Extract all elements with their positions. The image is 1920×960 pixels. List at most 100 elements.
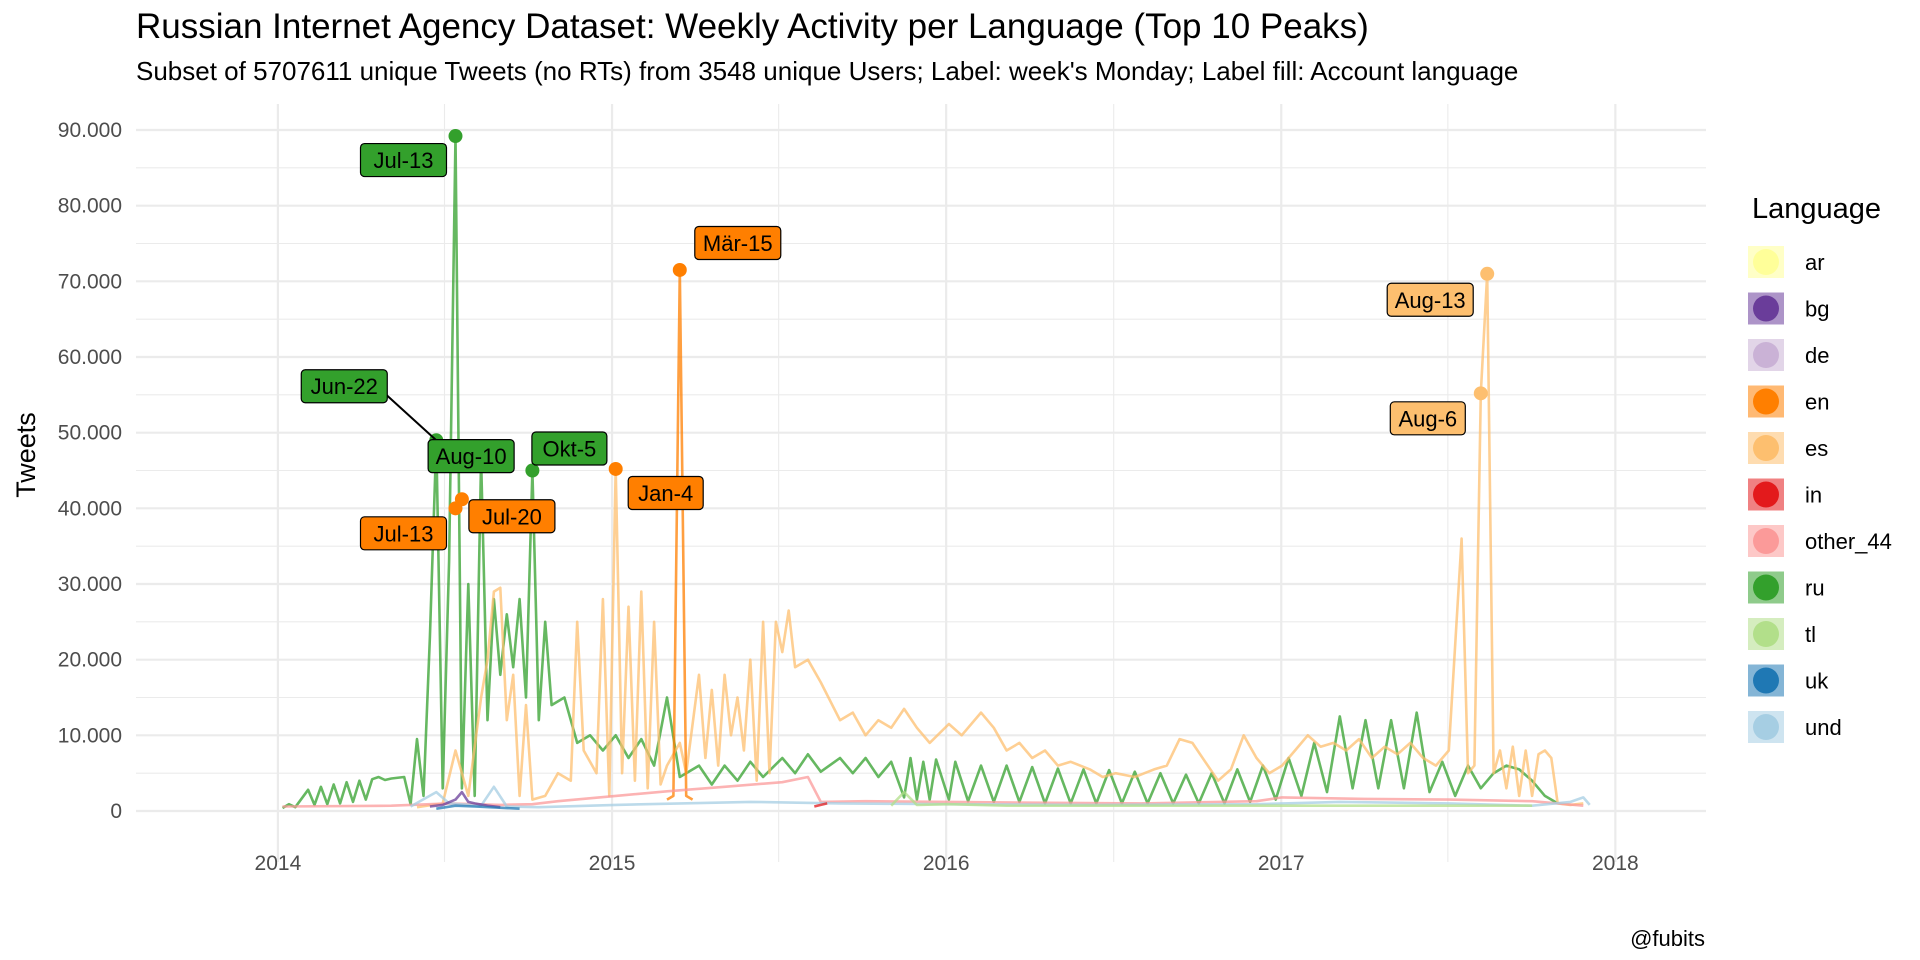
legend-key-dot	[1753, 714, 1779, 740]
legend-key-dot	[1753, 574, 1779, 601]
legend-key-dot	[1753, 528, 1779, 554]
legend-label: de	[1805, 343, 1829, 368]
peak-label-text: Jul-20	[482, 504, 542, 529]
x-axis-ticks: 2014 2015 2016 2017 2018	[255, 852, 1639, 875]
peak-label-leader	[380, 389, 437, 441]
legend-item-es: es	[1748, 432, 1828, 464]
legend-label: ru	[1805, 576, 1825, 601]
peak-marker	[608, 461, 623, 476]
legend-item-uk: uk	[1748, 664, 1829, 697]
peak-label-box	[427, 439, 515, 474]
peak-label-box	[694, 225, 782, 261]
series-line-es	[416, 272, 1584, 809]
legend-label: in	[1805, 483, 1822, 508]
legend-label: es	[1805, 436, 1828, 461]
peak-label: Jan-4	[627, 475, 704, 511]
series-line-uk	[436, 804, 520, 810]
peak-label-box	[1389, 401, 1466, 436]
peak-label-box	[627, 475, 704, 511]
x-tick-label: 2015	[589, 852, 636, 875]
chart-title: Russian Internet Agency Dataset: Weekly …	[136, 7, 1369, 46]
peak-label-box	[359, 142, 448, 178]
y-tick-label: 60.000	[58, 346, 122, 369]
peak-label-text: Okt-5	[542, 437, 596, 462]
chart-subtitle: Subset of 5707611 unique Tweets (no RTs)…	[136, 56, 1518, 86]
peak-label-box	[1386, 282, 1474, 317]
peak-label: Mär-15	[694, 225, 782, 261]
legend-item-ar: ar	[1748, 246, 1825, 278]
legend-label: tl	[1805, 622, 1816, 647]
legend-key-dot	[1753, 435, 1779, 461]
legend-label: bg	[1805, 297, 1829, 322]
peak-marker	[1473, 386, 1488, 401]
legend-label: en	[1805, 390, 1829, 415]
x-tick-label: 2017	[1258, 852, 1305, 875]
y-tick-label: 70.000	[58, 270, 122, 293]
legend-item-other_44: other_44	[1748, 525, 1892, 557]
legend-item-bg: bg	[1748, 292, 1829, 325]
legend-key-dot	[1753, 295, 1779, 322]
y-axis-title: Tweets	[11, 412, 41, 498]
peak-label-text: Aug-13	[1395, 288, 1466, 313]
legend-label: other_44	[1805, 529, 1892, 554]
legend-item-tl: tl	[1748, 618, 1816, 650]
y-tick-label: 30.000	[58, 573, 122, 596]
peak-labels: Jul-13 Mär-15 Aug-13 Aug-6 Jun-22 Aug-10 Okt-5…	[300, 142, 1474, 551]
y-tick-label: 40.000	[58, 497, 122, 520]
grid	[136, 104, 1706, 862]
peak-label-box	[531, 431, 608, 466]
legend-key-dot	[1753, 342, 1779, 368]
legend-title: Language	[1752, 193, 1881, 225]
peak-label-text: Jun-22	[311, 374, 378, 399]
legend-key-dot	[1753, 481, 1779, 508]
peak-marker	[454, 492, 469, 507]
legend-item-und: und	[1748, 711, 1842, 743]
series-line-und	[409, 785, 1591, 809]
caption: @fubits	[1630, 926, 1705, 951]
peak-label: Aug-13	[1386, 282, 1474, 317]
peak-label-box	[300, 369, 388, 404]
y-axis-ticks: 0 10.000 20.000 30.000 40.000 50.000 60.000 70.…	[58, 119, 122, 823]
peak-label: Okt-5	[531, 431, 608, 466]
peak-label: Aug-6	[1389, 401, 1466, 436]
y-tick-label: 10.000	[58, 724, 122, 747]
peak-label-box	[359, 516, 448, 551]
peak-label-text: Jan-4	[638, 481, 693, 506]
legend-key-dot	[1753, 249, 1779, 275]
legend-key-dot	[1753, 388, 1779, 415]
peak-marker	[1480, 266, 1495, 281]
peak-label-box	[468, 499, 556, 534]
series-line-bg	[429, 790, 501, 809]
y-tick-label: 80.000	[58, 195, 122, 218]
y-tick-label: 50.000	[58, 422, 122, 445]
peak-label: Jun-22	[300, 369, 388, 404]
y-tick-label: 0	[110, 800, 122, 823]
peak-label-text: Mär-15	[703, 231, 773, 256]
legend-label: ar	[1805, 250, 1825, 275]
legend-item-in: in	[1748, 478, 1822, 511]
legend-item-de: de	[1748, 339, 1829, 371]
peak-label-text: Jul-13	[374, 521, 434, 546]
peak-marker	[525, 463, 540, 478]
series-line-tl	[890, 790, 1533, 808]
legend-key-dot	[1753, 667, 1779, 694]
peak-label: Jul-13	[359, 142, 448, 178]
peak-label-text: Jul-13	[374, 148, 434, 173]
x-tick-label: 2014	[255, 852, 302, 875]
series-line-ru	[281, 134, 1559, 810]
x-tick-label: 2016	[923, 852, 970, 875]
peak-label: Jul-20	[468, 499, 556, 534]
peak-label: Aug-10	[427, 439, 515, 474]
series-line-other_44	[282, 775, 1584, 808]
y-tick-label: 90.000	[58, 119, 122, 142]
peak-marker	[672, 262, 687, 277]
x-tick-label: 2018	[1592, 852, 1639, 875]
peak-label-text: Aug-6	[1398, 406, 1457, 431]
legend-item-en: en	[1748, 385, 1829, 418]
series-line-in	[813, 802, 828, 808]
peak-label-text: Aug-10	[436, 444, 507, 469]
legend-key-dot	[1753, 621, 1779, 647]
legend-item-ru: ru	[1748, 571, 1825, 604]
